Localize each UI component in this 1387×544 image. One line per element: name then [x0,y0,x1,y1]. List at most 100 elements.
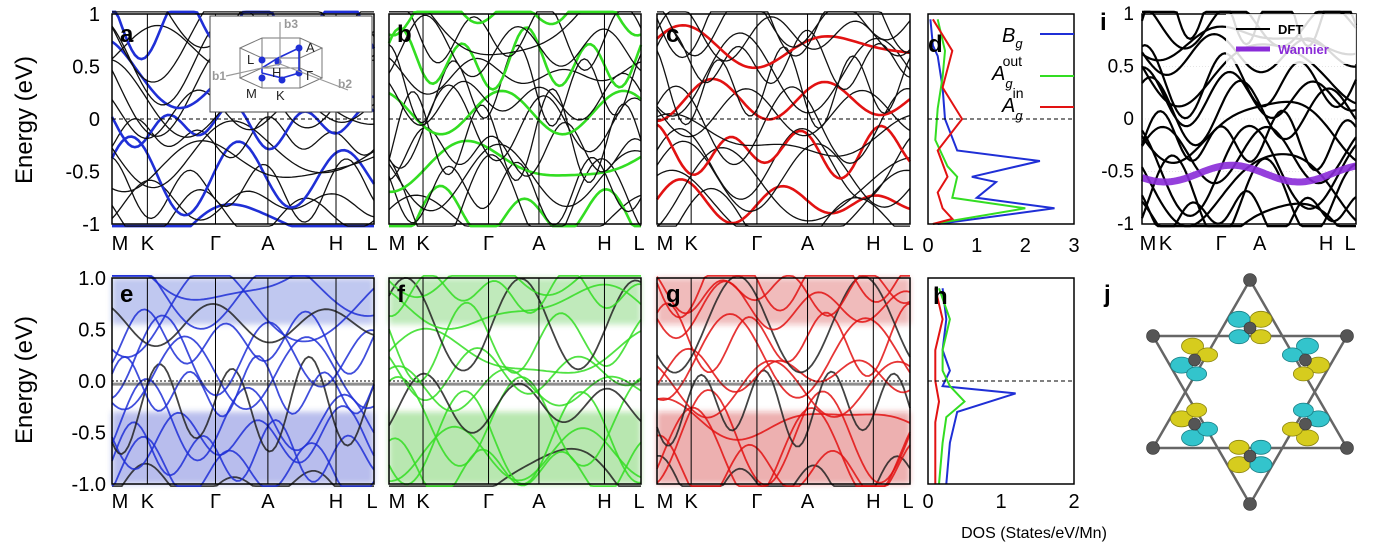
kpath-label-e: H [329,491,343,513]
spectral-panel-f [388,275,642,487]
kpath-label-g: Γ [751,491,762,513]
spectral-panel-g [656,275,911,487]
kpath-label-c: H [866,233,880,255]
spectral-band [656,313,911,402]
mn-atom [1243,449,1257,463]
kpath-label-a: A [261,233,275,255]
legend-text-dft: DFT [1278,22,1303,37]
svg-text:H: H [272,65,281,80]
ytick-label-a: 1 [89,4,100,26]
vertex-atom [1243,497,1257,511]
band-line [656,147,911,227]
band-line [656,32,911,117]
ytick-label-a: 0.5 [72,57,100,79]
vertex-atom [1340,329,1354,343]
orbital-lobe-yellow [1292,366,1314,382]
spectral-band [656,302,911,377]
band-line [656,113,911,157]
panel-frame [388,277,642,485]
kpath-label-g: K [684,491,698,513]
legend-entry-ag-in: Agin [1001,85,1074,123]
dft-band [1140,109,1357,172]
bz-inset: b3 A L H Γ b1 M K b2 [209,15,373,113]
kpath-label-g: L [902,491,913,513]
band-line [388,154,642,227]
orbital-lobe-yellow [1250,329,1272,345]
kpath-label-a: Γ [210,233,221,255]
dos-xtick-h: 0 [922,491,933,513]
dos-series-Bg [929,19,1055,225]
ytick-label-e: -0.5 [72,423,106,445]
legend-text-wannier: Wannier [1278,42,1329,57]
band-line [656,123,912,180]
spectral-band [112,462,374,487]
orbital-lobe-cyan [1186,366,1208,382]
y-axis-label-top: Energy (eV) [11,56,38,184]
ytick-label-i: -0.5 [1101,162,1134,183]
kpath-label-i: A [1253,233,1267,255]
band-line [111,140,375,193]
kpath-label-f: A [532,491,546,513]
spectral-band [656,275,910,319]
kpath-label-i: H [1319,233,1333,255]
kpath-label-a: M [112,233,129,255]
dos-axis-label: DOS (States/eV/Mn) [961,525,1107,542]
kpath-label-b: A [532,233,546,255]
kpath-label-i: Γ [1216,233,1227,255]
mn-atom [1188,353,1201,367]
kpath-label-b: Γ [483,233,494,255]
band-line [656,88,911,138]
svg-text:Bg: Bg [1002,25,1023,51]
band-line [388,44,642,127]
svg-text:Agout: Agout [991,53,1022,91]
panel-frame [656,13,911,225]
kpath-label-f: K [416,491,430,513]
panel-label-d: d [928,31,943,58]
dos-xtick-d: 0 [922,235,933,257]
spectral-band [111,405,375,471]
kpath-label-c: M [657,233,674,255]
svg-text:b3: b3 [284,17,298,31]
dft-band [1141,100,1357,165]
kpath-label-c: L [902,233,913,255]
vertex-atom [1340,441,1354,455]
svg-text:b2: b2 [338,77,352,91]
band-line [388,14,642,78]
panel-frame [111,277,375,485]
band-line [111,120,375,189]
orbital-lobe-yellow [1186,402,1208,418]
wannier-band [1140,161,1357,186]
spectral-band [388,347,642,401]
band-line [655,178,911,225]
legend-i: DFT Wannier [1226,14,1356,64]
panel-label-g: g [666,281,681,308]
panel-label-b: b [397,21,412,48]
legend-d: Bg Agout Agin [991,25,1074,123]
y-axis-label-bottom: Energy (eV) [11,316,38,444]
band-panel-b [387,10,643,228]
band-line [657,11,911,57]
spectral-band [111,419,375,483]
band-line [388,89,642,136]
orbital-lobe-yellow [1228,439,1250,455]
band-line [656,77,911,123]
spectral-band [656,369,911,448]
dos-panel-d [927,13,1075,225]
band-line [111,189,375,227]
svg-text:K: K [276,88,285,103]
kpath-label-e: L [366,491,377,513]
spectral-band [656,406,911,487]
orbital-structure [1146,273,1354,511]
legend-entry-ag-out: Agout [991,53,1074,91]
ytick-label-e: 0.5 [78,320,106,342]
kpath-label-c: Γ [751,233,762,255]
dos-xtick-h: 1 [995,491,1006,513]
ytick-label-i: -1 [1117,214,1134,235]
kpath-label-a: H [329,233,343,255]
panel-frame [927,277,1075,485]
spectral-band [112,275,374,301]
kpath-label-b: M [389,233,406,255]
ytick-label-a: -1 [82,214,100,236]
dos-series-Ag_in [934,288,944,484]
panel-frame [111,13,375,225]
